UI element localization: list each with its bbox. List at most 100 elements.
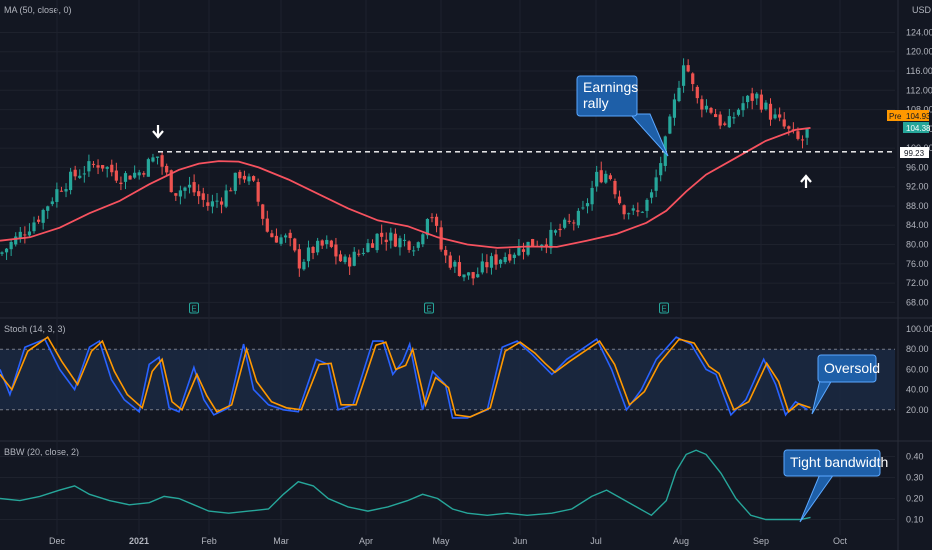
candle-body [123,173,128,182]
candle-body [87,161,91,172]
candle-body [146,159,150,177]
candle-body [32,222,36,232]
candle-body [466,272,471,276]
candle-body [187,184,192,188]
candle-body [412,250,416,252]
ma-line[interactable] [0,127,811,249]
price-tick-label: 76.00 [906,259,929,269]
candle-body [695,86,699,99]
time-tick-label: Jun [513,536,528,546]
price-tick-label: 68.00 [906,297,929,307]
oversold-callout[interactable]: Oversold [811,354,880,415]
stoch-indicator-label[interactable]: Stoch (14, 3, 3) [4,324,66,334]
candle-body [741,103,745,111]
time-tick-label: Mar [273,536,289,546]
candle-body [453,261,457,267]
candle-body [338,254,343,262]
time-tick-label: Dec [49,536,66,546]
candle-body [247,176,251,182]
candle-body [402,239,407,241]
candle-body [572,222,576,224]
bbw-path [0,449,811,521]
candle-body [714,114,718,118]
candle-body [178,190,182,197]
candle-body [9,241,13,250]
candle-body [599,170,603,183]
candle-body [622,205,626,215]
candle-body [183,187,187,191]
candle-body [736,109,741,115]
candle-body [531,239,535,247]
earnings-marker-letter: E [426,305,431,314]
resistance-value: 99.23 [904,149,925,158]
currency-label: USD [912,5,932,15]
candles[interactable] [0,58,809,286]
candle-body [704,105,709,110]
candle-body [137,172,141,176]
candle-body [370,243,375,248]
candle-body [636,210,640,212]
candle-body [384,239,388,243]
candle-body [800,139,805,141]
candle-body [366,243,370,252]
candle-body [201,193,205,200]
ma-indicator-label[interactable]: MA (50, close, 0) [4,5,72,15]
earnings-marker-icon: E [189,302,199,314]
candle-body [485,262,489,268]
candle-body [558,228,562,231]
earnings-marker-icon: E [424,302,434,314]
candle-body [544,244,548,248]
candle-body [750,93,754,101]
candle-body [746,95,750,103]
candle-body [659,163,663,176]
tight-bandwidth-callout[interactable]: Tight bandwidth [783,449,888,523]
bbw-indicator-label[interactable]: BBW (20, close, 2) [4,447,79,457]
candle-body [549,229,553,249]
stoch-lines[interactable] [0,335,811,419]
candle-body [796,131,800,139]
bbw-line[interactable] [0,449,811,521]
candle-body [197,191,201,197]
price-tick-label: 84.00 [906,220,929,230]
candle-body [709,107,713,113]
candle-body [444,249,448,256]
candle-body [512,254,516,258]
candle-body [700,99,704,110]
stoch-d-path [0,335,811,418]
candle-body [50,201,54,205]
candle-body [348,257,352,267]
stoch-tick-label: 40.00 [906,385,929,395]
candle-body [14,236,18,245]
candle-body [23,234,27,236]
candle-body [73,169,77,177]
candle-body [165,165,169,173]
candle-body [508,254,512,261]
candle-body [160,155,164,167]
candle-body [69,171,73,191]
candle-body [494,254,498,265]
time-tick-label: May [432,536,450,546]
candle-body [563,219,567,228]
pre-market-badge: Pre 104.93 [887,110,931,121]
candle-body [18,231,22,239]
candle-body [284,235,288,238]
earnings-rally-callout[interactable]: Earnings rally [576,75,669,157]
earnings-marker-box [424,302,434,314]
candle-body [691,73,695,85]
candle-body [778,114,782,118]
candle-body [101,165,105,169]
candle-body [251,176,256,181]
time-tick-label: Jul [590,536,602,546]
earnings-marker-box [189,302,199,314]
candle-body [398,238,402,248]
candle-body [407,241,411,250]
earnings-rally-line1: Earnings [583,79,638,95]
price-axis: 68.00 72.00 76.00 80.00 84.00 88.00 92.00 96.00… [906,27,932,307]
candle-body [489,256,494,268]
candle-body [96,165,100,168]
candle-body [343,256,347,263]
pre-market-label: Pre [889,112,902,121]
stoch-tick-label: 20.00 [906,405,929,415]
bbw-tick-label: 0.10 [906,515,924,525]
